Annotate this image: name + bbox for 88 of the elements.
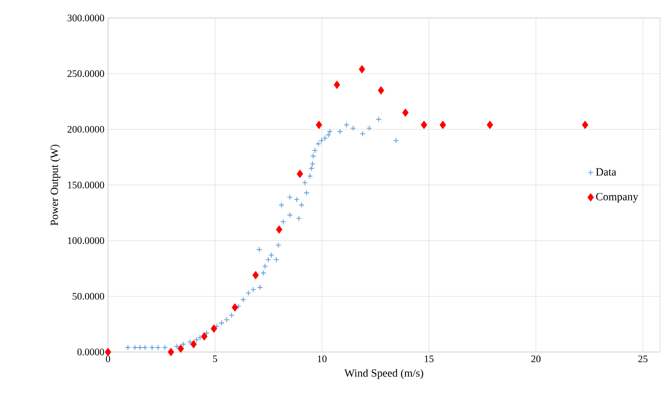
point bbox=[104, 348, 112, 356]
point bbox=[312, 148, 318, 154]
point bbox=[294, 196, 300, 202]
point bbox=[125, 344, 131, 350]
point bbox=[278, 202, 284, 208]
point bbox=[322, 135, 328, 142]
y-tick-label: 250.0000 bbox=[68, 70, 104, 78]
point bbox=[197, 334, 203, 340]
x-axis-title: Wind Speed (m/s) bbox=[344, 369, 424, 380]
point bbox=[228, 312, 235, 318]
point bbox=[190, 340, 197, 348]
point bbox=[256, 246, 262, 252]
point bbox=[350, 125, 356, 132]
point bbox=[315, 140, 322, 147]
point bbox=[440, 120, 446, 130]
y-tick-label: 50.0000 bbox=[72, 292, 104, 300]
point bbox=[358, 65, 366, 74]
point bbox=[360, 130, 366, 137]
point bbox=[286, 212, 293, 218]
point bbox=[378, 86, 384, 95]
x-tick-label: 15 bbox=[424, 356, 434, 362]
y-axis-title: Power Output (W) bbox=[50, 144, 60, 226]
legend-label: Company bbox=[596, 192, 638, 203]
point bbox=[318, 138, 324, 144]
point bbox=[582, 120, 588, 130]
point bbox=[420, 120, 428, 130]
point bbox=[307, 173, 313, 179]
y-tick-label: 100.0000 bbox=[68, 237, 104, 244]
point bbox=[302, 180, 308, 186]
point bbox=[194, 336, 200, 343]
point bbox=[132, 344, 138, 350]
point bbox=[280, 218, 286, 225]
point bbox=[187, 339, 193, 345]
point bbox=[178, 344, 184, 353]
point bbox=[276, 225, 282, 234]
point bbox=[250, 286, 256, 293]
point bbox=[310, 160, 316, 167]
point bbox=[218, 320, 225, 326]
point bbox=[252, 270, 259, 280]
point bbox=[325, 132, 332, 138]
point bbox=[337, 128, 343, 134]
y-tick-label: 300.0000 bbox=[68, 14, 104, 22]
point bbox=[316, 120, 322, 130]
point bbox=[402, 108, 409, 117]
point bbox=[260, 270, 266, 276]
x-tick-label: 20 bbox=[531, 356, 541, 362]
point bbox=[149, 344, 155, 350]
point bbox=[155, 344, 161, 350]
x-tick-label: 0 bbox=[106, 356, 110, 362]
point bbox=[201, 332, 208, 341]
point bbox=[376, 116, 382, 122]
point bbox=[296, 216, 302, 222]
point bbox=[393, 138, 399, 144]
point bbox=[174, 344, 180, 350]
point bbox=[308, 165, 314, 172]
y-tick-label: 0.0000 bbox=[77, 348, 104, 356]
legend-label: Data bbox=[596, 168, 616, 176]
point bbox=[286, 194, 293, 200]
y-tick-label: 150.0000 bbox=[68, 182, 104, 188]
x-tick-label: 10 bbox=[318, 356, 327, 362]
point bbox=[232, 303, 238, 312]
x-tick-label: 25 bbox=[638, 356, 648, 362]
point bbox=[304, 190, 310, 196]
point bbox=[366, 125, 372, 132]
point bbox=[344, 122, 350, 128]
point bbox=[245, 290, 252, 296]
point bbox=[137, 344, 143, 350]
point bbox=[240, 296, 246, 303]
point bbox=[168, 348, 174, 356]
x-tick-label: 5 bbox=[213, 356, 218, 362]
point bbox=[275, 242, 282, 248]
point bbox=[180, 341, 186, 348]
point bbox=[326, 128, 333, 134]
point bbox=[262, 263, 268, 270]
point bbox=[142, 344, 148, 350]
point bbox=[224, 316, 230, 323]
point bbox=[265, 256, 272, 262]
point bbox=[210, 324, 218, 333]
y-tick-label: 200.0000 bbox=[68, 126, 104, 133]
point bbox=[162, 344, 168, 350]
point bbox=[310, 153, 316, 159]
point bbox=[298, 202, 305, 208]
point bbox=[273, 256, 280, 262]
point bbox=[296, 170, 304, 178]
point bbox=[268, 252, 274, 258]
point bbox=[334, 80, 340, 89]
point bbox=[486, 120, 494, 130]
point bbox=[257, 284, 263, 290]
